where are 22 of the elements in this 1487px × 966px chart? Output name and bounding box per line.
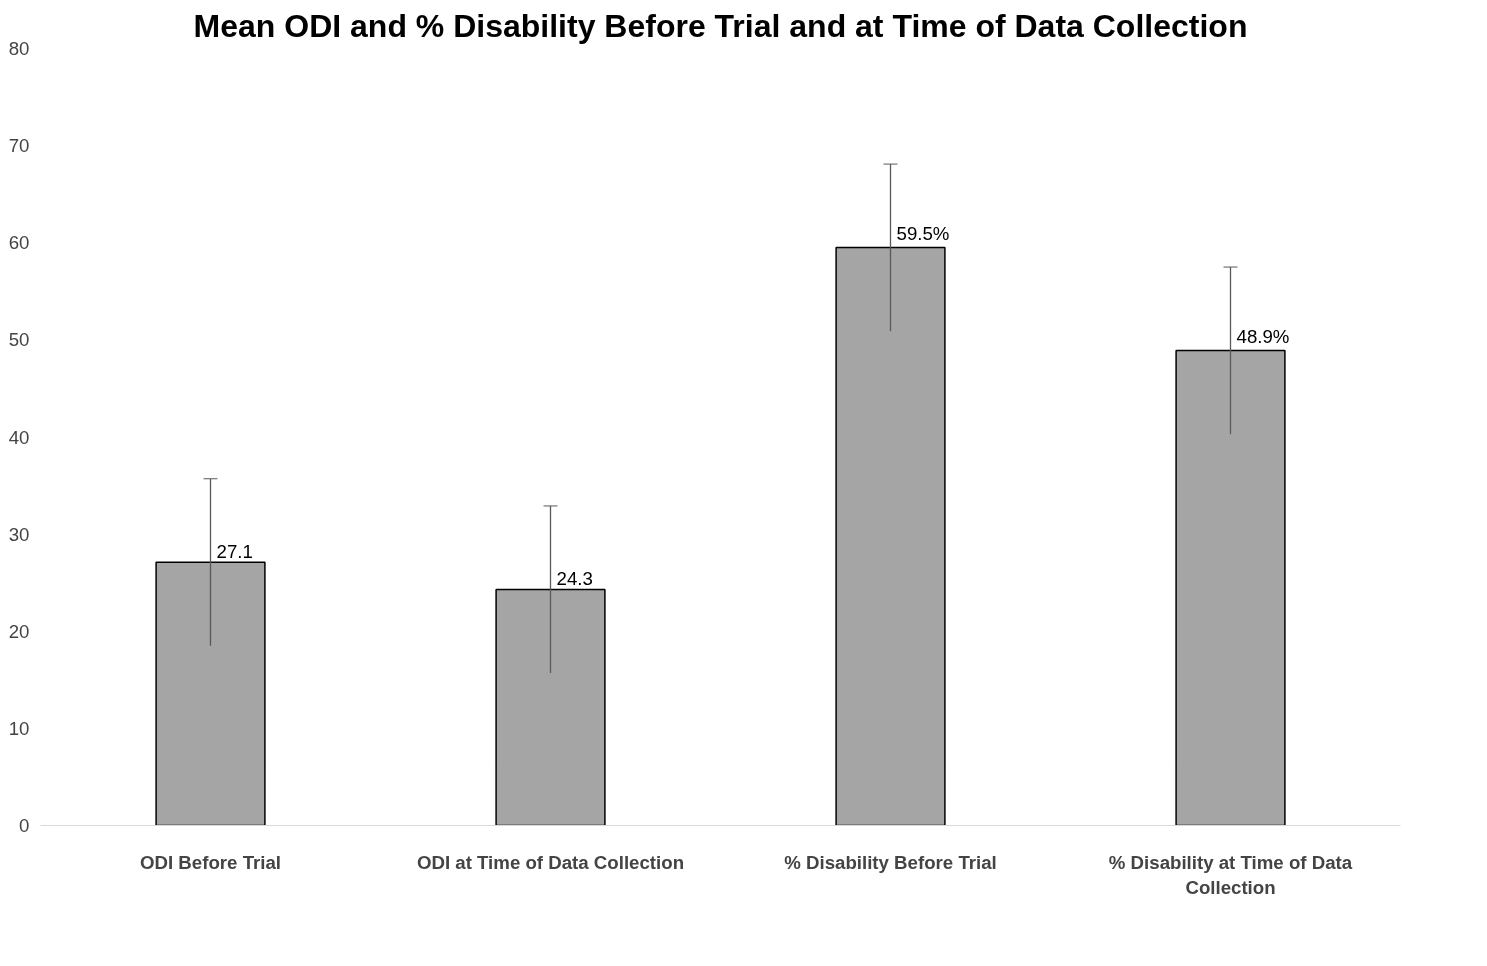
y-tick-label: 0 <box>19 815 30 836</box>
y-tick-label: 40 <box>8 426 30 448</box>
bar <box>155 561 266 826</box>
data-label: 27.1 <box>216 541 253 563</box>
x-tick-label: % Disability Before Trial <box>784 851 997 873</box>
data-label: 48.9% <box>1236 325 1290 347</box>
y-tick-label: 30 <box>8 523 30 545</box>
y-tick-label: 50 <box>8 329 30 351</box>
data-label: 59.5% <box>896 222 950 244</box>
y-tick-label: 80 <box>8 38 30 59</box>
bar <box>495 588 606 826</box>
data-label: 24.3 <box>556 568 593 590</box>
x-tick-label: % Disability at Time of Data Collection <box>1108 851 1353 898</box>
x-tick-label: ODI at Time of Data Collection <box>416 851 685 873</box>
y-tick-label: 60 <box>8 232 30 254</box>
y-tick-label: 70 <box>8 135 30 157</box>
chart-title: Mean ODI and % Disability Before Trial and at Time of Data Collection <box>193 7 1248 44</box>
x-tick-label: ODI Before Trial <box>140 851 281 873</box>
bar <box>1175 349 1286 826</box>
y-tick-label: 10 <box>8 717 30 739</box>
y-tick-label: 20 <box>8 620 30 642</box>
bar <box>835 246 946 826</box>
